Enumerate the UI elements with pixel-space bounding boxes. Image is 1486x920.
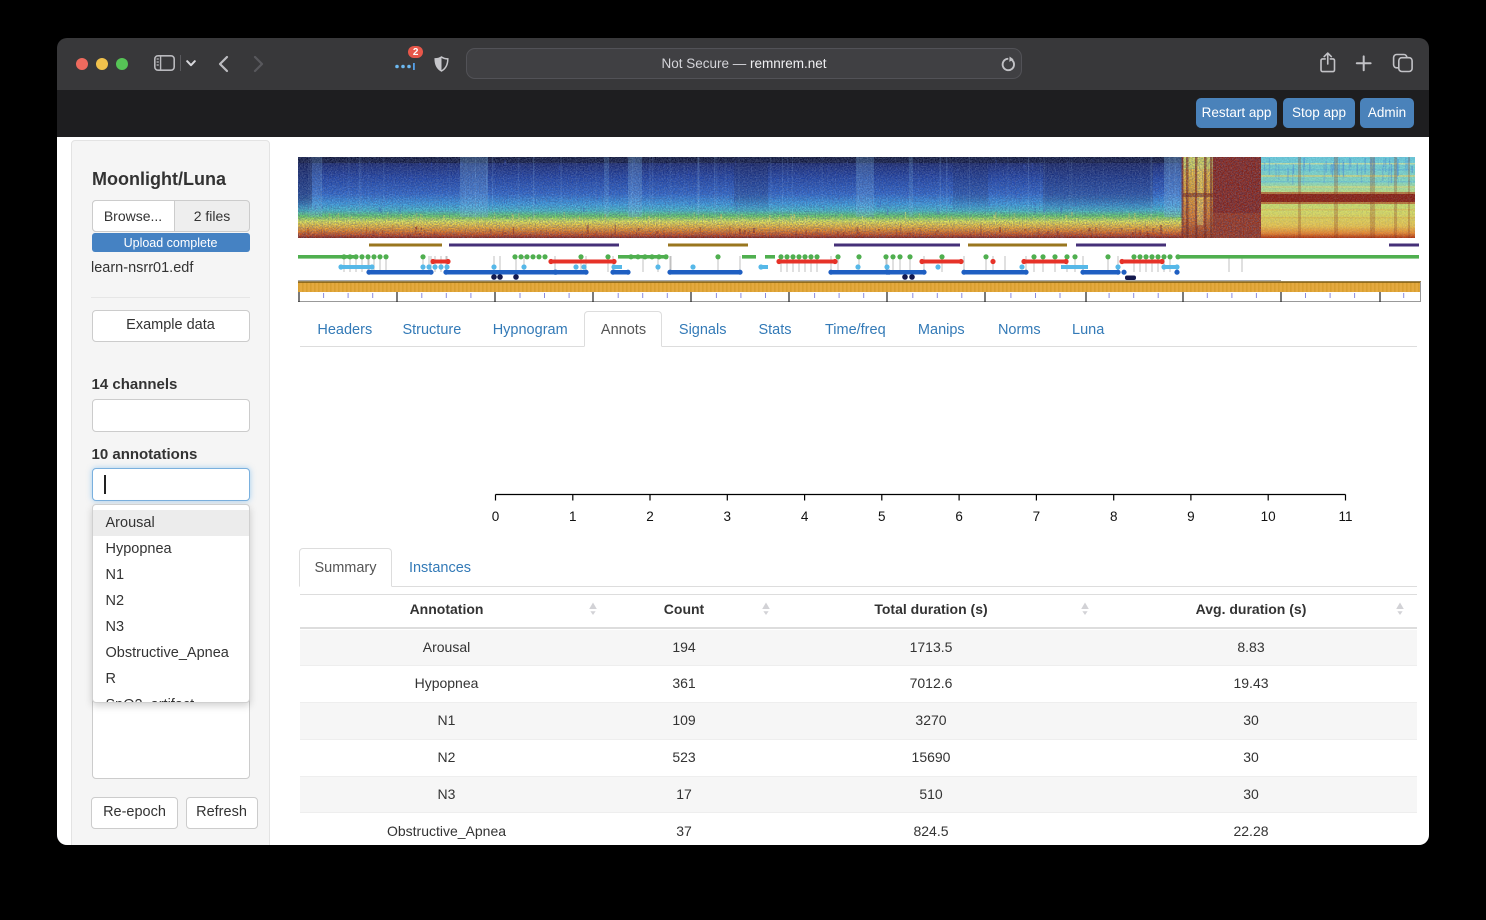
svg-text:6: 6 [955, 509, 963, 524]
svg-text:3: 3 [724, 509, 732, 524]
svg-text:8: 8 [1110, 509, 1118, 524]
svg-text:9: 9 [1187, 509, 1195, 524]
svg-text:4: 4 [801, 509, 809, 524]
svg-text:0: 0 [492, 509, 500, 524]
svg-text:1: 1 [569, 509, 577, 524]
svg-text:11: 11 [1338, 509, 1352, 524]
svg-text:10: 10 [1261, 509, 1276, 524]
svg-text:2: 2 [646, 509, 654, 524]
svg-text:5: 5 [878, 509, 886, 524]
svg-text:7: 7 [1033, 509, 1041, 524]
